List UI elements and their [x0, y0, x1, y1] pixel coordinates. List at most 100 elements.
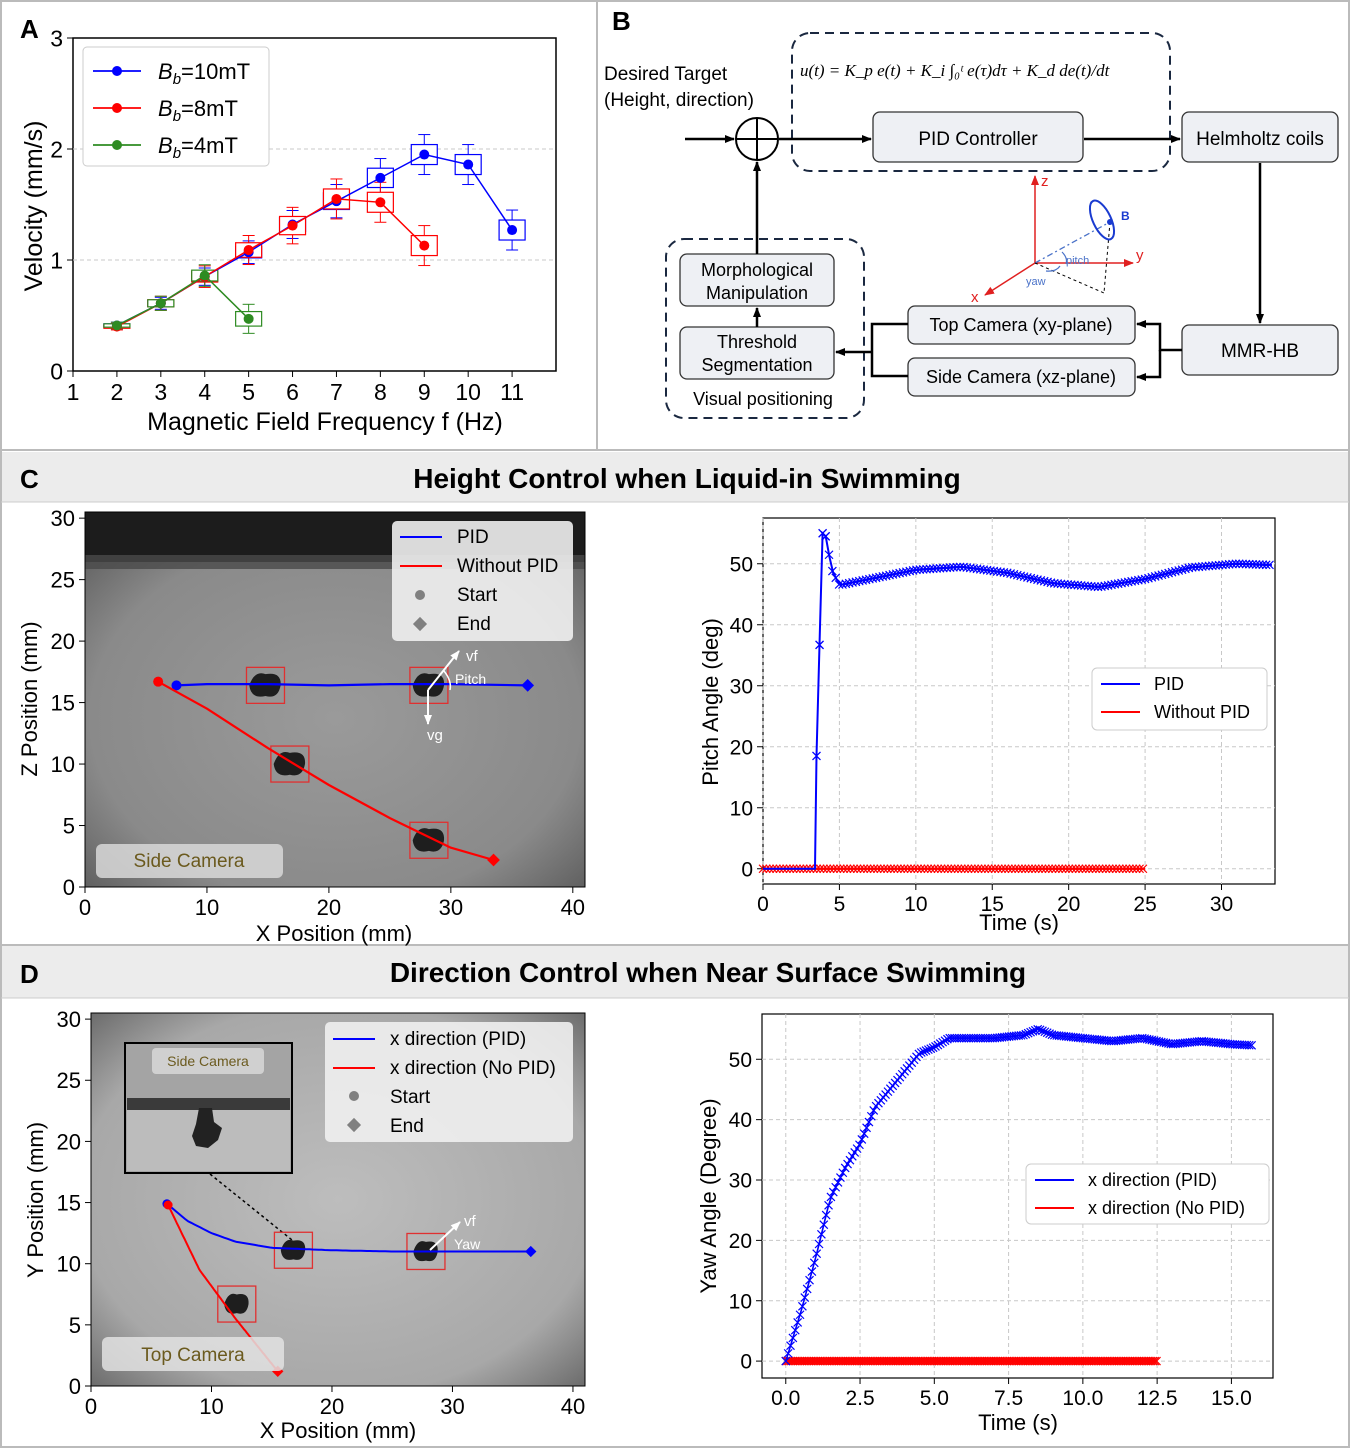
chart-c2-nopid-x-marker: [1081, 864, 1091, 874]
chart-c2-nopid-x-marker: [933, 864, 943, 874]
chart-c2-nopid-x-marker: [859, 864, 869, 874]
chart-c2-nopid-x-marker: [1138, 864, 1148, 874]
chart-d2-pid-x-marker: [850, 1148, 860, 1157]
chart-d1-legend-end: End: [390, 1116, 424, 1137]
chart-c1-ticks: 0 10 20 30 40 0 5 10 15 20 25 30: [51, 506, 586, 920]
banner-c: [2, 452, 1348, 502]
chart-c2-pid-x-marker: [1147, 572, 1157, 582]
chart-c2-series: [758, 528, 1274, 874]
panel-letter-a: A: [20, 14, 39, 44]
chart-c2-pid-x-marker: [895, 568, 905, 578]
chart-d2-pid-x-marker: [833, 1177, 843, 1187]
chart-c2-nopid-x-marker: [893, 864, 902, 874]
chart-a-legend-marker: [112, 103, 122, 113]
chart-a-legend-label: Bb=4mT: [158, 133, 238, 162]
chart-c2-pid-x-marker: [1039, 576, 1049, 586]
chart-c2-nopid-x-marker: [1037, 864, 1047, 874]
chart-a-ytick-label: 1: [50, 247, 63, 273]
chart-c2-nopid-x-marker: [980, 864, 990, 874]
desired-target-label: Desired Target: [604, 64, 728, 85]
chart-d2-xtick-label: 15.0: [1211, 1387, 1252, 1410]
pid-controller-block: [872, 111, 1084, 163]
chart-c2-pid-x-marker: [851, 577, 861, 587]
chart-c2-pid-x-marker: [888, 570, 898, 579]
chart-c1-xtick-label: 0: [79, 895, 91, 920]
chart-c2-nopid-x-marker: [1125, 864, 1134, 874]
chart-c2-nopid-x-marker: [1064, 864, 1074, 874]
axis-b-label: B: [1121, 209, 1130, 223]
chart-d2-pid-x-marker: [933, 1040, 943, 1050]
top-camera-label: Top Camera (xy-plane): [929, 315, 1112, 335]
chart-c2-nopid-x-marker: [906, 864, 916, 874]
chart-a-point: [507, 225, 518, 236]
chart-c2-pid-x-marker: [1238, 559, 1248, 569]
chart-c2-nopid-x-marker: [1108, 864, 1118, 874]
chart-c2-pid-x-marker: [922, 564, 931, 574]
chart-c2-pid-x-marker: [1265, 560, 1274, 570]
chart-c2-nopid-x-marker: [940, 864, 949, 874]
banner-d: [2, 946, 1348, 998]
chart-d2-pid-x-marker: [1247, 1040, 1257, 1050]
chart-a-point: [419, 149, 430, 160]
chart-c2-pid-x-marker: [1204, 561, 1214, 571]
morphological-label-1: Morphological: [701, 260, 813, 280]
chart-d2-nopid-x-marker: [1152, 1356, 1161, 1366]
chart-c2-pid-x-marker: [1012, 570, 1022, 580]
chart-c2-nopid-x-marker: [909, 864, 919, 874]
chart-c2-nopid-x-marker: [1131, 864, 1141, 874]
chart-d2-xlabel: Time (s): [978, 1410, 1058, 1435]
chart-c1-vg-label: vg: [427, 727, 443, 744]
chart-c1-xtick-label: 30: [439, 895, 463, 920]
chart-d2-ytick-label: 50: [729, 1049, 752, 1072]
chart-c2-nopid-x-marker: [916, 864, 926, 874]
chart-a-xtick-label: 1: [67, 379, 80, 405]
chart-c1-ytick-label: 30: [51, 506, 75, 531]
chart-c2-xtick-label: 0: [757, 893, 769, 916]
chart-d2-pid-x-marker: [923, 1045, 933, 1055]
chart-c2-nopid-x-marker: [1027, 864, 1037, 874]
chart-a-point: [375, 197, 386, 208]
chart-a-point: [419, 240, 430, 251]
threshold-label-1: Threshold: [717, 332, 797, 352]
chart-d1-inset-image: Side Camera: [124, 1042, 293, 1241]
chart-c2-nopid-x-marker: [1020, 864, 1030, 874]
chart-a-series: [111, 149, 518, 332]
chart-c2-nopid-x-marker: [1078, 864, 1087, 874]
chart-c2-nopid-x-marker: [1041, 864, 1050, 874]
chart-c2-nopid-x-marker: [852, 864, 862, 874]
chart-a-ylabel: Velocity (mm/s): [20, 121, 48, 292]
coordinate-frame: z y x B pitch yaw: [971, 173, 1144, 306]
chart-a-xtick-label: 3: [154, 379, 167, 405]
chart-d1-camera-badge: [102, 1337, 284, 1371]
chart-d2-xtick-label: 0.0: [771, 1387, 800, 1410]
chart-c2-pid-x-marker: [1191, 562, 1200, 572]
chart-c2-nopid-x-marker: [970, 864, 980, 874]
chart-c2-pid-x-marker: [925, 564, 935, 574]
chart-d1-yaw-label: Yaw: [454, 1236, 481, 1252]
axis-y-label: y: [1136, 247, 1144, 264]
chart-d1-legend-end-marker: [346, 1117, 362, 1133]
chart-d2-pid-x-marker: [1026, 1027, 1035, 1037]
chart-c2-pid-x-marker: [1154, 571, 1163, 581]
chart-c2-pid-x-marker: [1083, 581, 1093, 591]
chart-c2-nopid-x-marker: [1121, 864, 1131, 874]
chart-c2-nopid-x-marker: [950, 864, 960, 874]
chart-c2-pid-x-marker: [854, 576, 864, 586]
chart-c2-ytick-label: 40: [730, 614, 753, 637]
chart-d2-xtick-label: 12.5: [1137, 1387, 1178, 1410]
chart-c2-nopid-x-marker: [987, 864, 997, 874]
chart-c2-nopid-x-marker: [943, 864, 953, 874]
chart-d1-legend-start-marker: [349, 1091, 359, 1101]
chart-c2-nopid-x-marker: [1104, 864, 1114, 874]
chart-c1-legend-start-marker: [415, 590, 425, 600]
chart-c2-nopid-x-marker: [919, 864, 929, 874]
chart-a-legend-b: B: [158, 133, 173, 158]
chart-a-legend-marker: [112, 66, 122, 76]
chart-c1-detection-box: [409, 821, 449, 859]
chart-c2-nopid-x-marker: [1014, 864, 1023, 874]
chart-c2-pid-x-marker: [1228, 559, 1237, 569]
chart-c2-nopid-x-marker: [946, 864, 956, 874]
chart-c2-pid-x-marker: [838, 580, 847, 589]
chart-c2-pid-x-marker: [928, 564, 938, 574]
